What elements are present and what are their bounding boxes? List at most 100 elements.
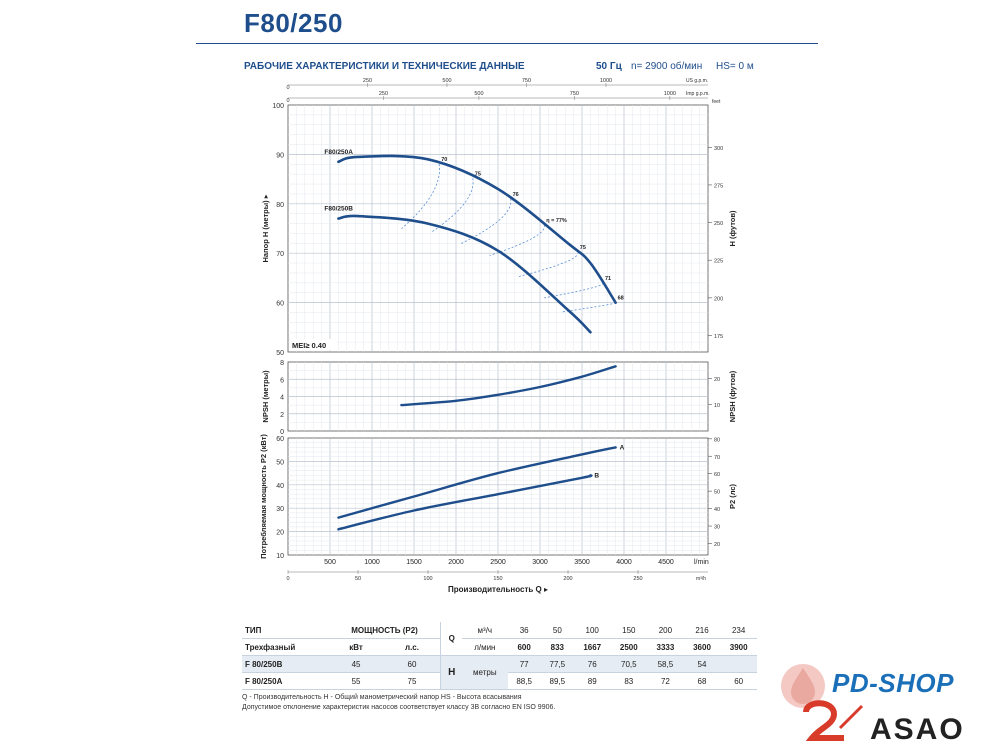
h-cell: 77,5 <box>540 655 574 673</box>
h-cell: 89,5 <box>540 672 574 690</box>
us-gpm-unit-label: US g.p.m. <box>686 78 708 84</box>
imp-gpm-tick-label: 750 <box>570 91 579 97</box>
table-row: F 80/250A 55 75 88,5 89,5 89 83 72 68 60 <box>242 672 757 690</box>
y-tick-label-right: 250 <box>714 221 723 227</box>
us-gpm-tick-label: 500 <box>442 78 451 84</box>
x-axis-label: Производительность Q ▸ <box>448 585 548 594</box>
y-axis-label-right: P2 (лс) <box>728 483 737 509</box>
q-unit-m3h: м³/ч <box>462 622 508 639</box>
m3h-tick-label: 100 <box>423 576 432 582</box>
m3h-tick-label: 0 <box>286 576 289 582</box>
y-tick-label: 2 <box>280 412 284 419</box>
imp-gpm-tick-label: 500 <box>474 91 483 97</box>
q-lmin-cell: 3600 <box>683 638 721 656</box>
y-tick-label: 70 <box>276 251 284 258</box>
y-axis-label: Напор H (метры) ▸ <box>261 194 270 262</box>
y-tick-label-right: 225 <box>714 259 723 265</box>
h-cell: 77 <box>507 655 541 673</box>
x-tick-label: 4500 <box>658 559 674 566</box>
efficiency-label: 70 <box>441 157 447 163</box>
q-m3h-cell: 234 <box>720 622 757 639</box>
efficiency-label: 76 <box>513 192 519 198</box>
y-tick-label-right: 200 <box>714 296 723 302</box>
y-tick-label: 0 <box>280 429 284 436</box>
x-tick-label: 1500 <box>406 559 422 566</box>
q-symbol: Q <box>440 622 463 656</box>
mei-annotation: MEI≥ 0.40 <box>292 341 326 350</box>
us-gpm-tick-label: 750 <box>522 78 531 84</box>
y-tick-label: 20 <box>276 530 284 537</box>
hp-cell: 75 <box>383 672 441 690</box>
y-tick-label-right: 60 <box>714 472 720 478</box>
y-tick-label: 50 <box>276 459 284 466</box>
q-m3h-cell: 50 <box>540 622 574 639</box>
q-m3h-cell: 100 <box>573 622 611 639</box>
kw-cell: 55 <box>328 672 384 690</box>
curve-line <box>337 446 617 519</box>
q-lmin-cell: 833 <box>540 638 574 656</box>
curve-line <box>337 214 592 334</box>
y-tick-label: 6 <box>280 377 284 384</box>
model-cell: F 80/250A <box>242 672 329 690</box>
imp-gpm-tick-label: 250 <box>379 91 388 97</box>
q-m3h-cell: 200 <box>647 622 684 639</box>
y-tick-label: 10 <box>276 553 284 560</box>
x-tick-label: 3500 <box>574 559 590 566</box>
footnote-legend: Q - Производительность H - Общий маномет… <box>242 694 522 701</box>
us-gpm-zero-label: 0 <box>286 85 289 91</box>
y-axis-label: NPSH (метры) <box>261 370 270 423</box>
q-lmin-cell: 3900 <box>720 638 757 656</box>
y-tick-label-right: 20 <box>714 542 720 548</box>
y-axis-label-right: NPSH (футов) <box>728 370 737 422</box>
m3h-tick-label: 200 <box>563 576 572 582</box>
m3h-tick-label: 50 <box>355 576 361 582</box>
efficiency-label: 68 <box>618 296 624 302</box>
npsh-chart-panel: 0 2 4 6 8 NPSH (метры) NPSH (футов) 10 20 <box>261 360 737 436</box>
kw-cell: 45 <box>328 655 384 673</box>
efficiency-label: 75 <box>580 245 586 251</box>
h-cell: 89 <box>573 672 611 690</box>
hp-cell: 60 <box>383 655 441 673</box>
curve-line <box>337 154 617 304</box>
y-axis-label: Потребляемая мощность P2 (кВт) <box>259 434 268 559</box>
y-tick-label-right: 30 <box>714 525 720 531</box>
spec-table: ТИП МОЩНОСТЬ (P2) Q м³/ч 36 50 100 150 2… <box>242 622 757 690</box>
asao-mark-icon <box>803 700 864 741</box>
power-chart-panel: 10 20 30 40 50 60 Потребляемая мощность P2 (кВ… <box>259 434 737 594</box>
h-cell: 88,5 <box>507 672 541 690</box>
q-m3h-cell: 216 <box>683 622 721 639</box>
y-tick-label-right: 20 <box>714 377 720 383</box>
y-tick-label-right: 175 <box>714 334 723 340</box>
y-tick-label-right: 275 <box>714 183 723 189</box>
m3h-tick-label: 250 <box>633 576 642 582</box>
h-cell: 68 <box>683 672 721 690</box>
curve-line <box>337 474 593 531</box>
x-tick-label: 1000 <box>364 559 380 566</box>
model-cell: F 80/250B <box>242 655 329 673</box>
q-m3h-cell: 36 <box>507 622 541 639</box>
efficiency-label: 71 <box>605 276 611 282</box>
head-chart-panel: 50 60 70 80 90 100 Напор H (метры) ▸ H (футов) 1… <box>261 78 737 357</box>
y-tick-label: 50 <box>276 350 284 357</box>
series-label: F80/250B <box>324 206 353 213</box>
h-cell: 83 <box>610 672 648 690</box>
power-header: МОЩНОСТЬ (P2) <box>328 622 441 639</box>
efficiency-label: 75 <box>475 171 481 177</box>
h-cell <box>720 655 757 673</box>
h-unit: метры <box>462 655 508 690</box>
h-cell: 76 <box>573 655 611 673</box>
m3h-tick-label: 150 <box>493 576 502 582</box>
y-tick-label: 80 <box>276 202 284 209</box>
us-gpm-tick-label: 250 <box>363 78 372 84</box>
hp-header: л.с. <box>383 638 441 656</box>
efficiency-line <box>401 164 440 230</box>
series-label: F80/250A <box>324 149 353 156</box>
table-row: F 80/250B 45 60 H метры 77 77,5 76 70,5 … <box>242 655 757 690</box>
y-tick-label-right: 50 <box>714 490 720 496</box>
h-symbol: H <box>440 655 463 690</box>
y-tick-label-right: 10 <box>714 403 720 409</box>
y-tick-label: 60 <box>276 301 284 308</box>
y-tick-label: 90 <box>276 152 284 159</box>
h-cell: 58,5 <box>647 655 684 673</box>
